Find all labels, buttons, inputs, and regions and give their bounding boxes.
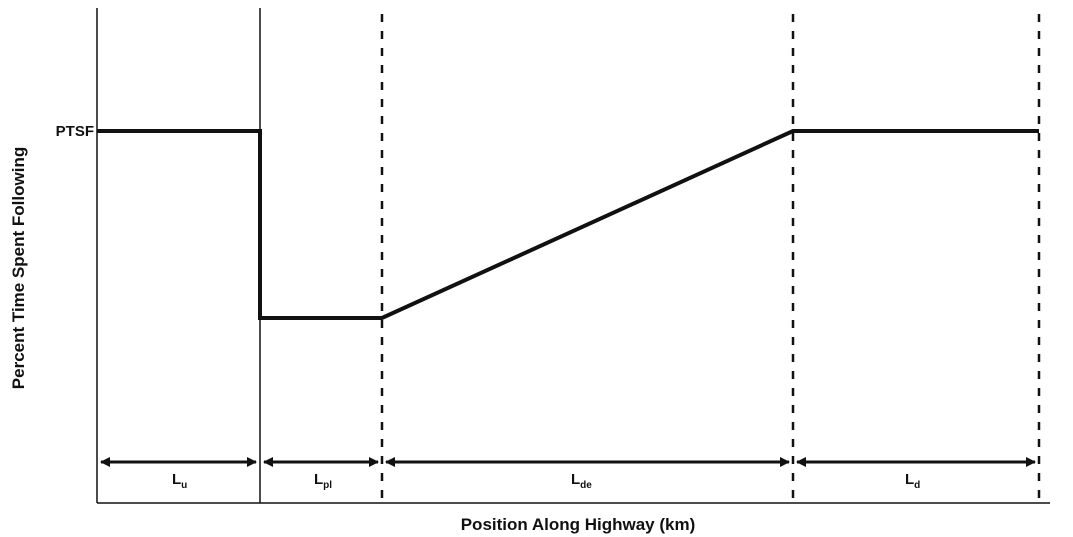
y-axis-title: Percent Time Spent Following bbox=[9, 147, 28, 389]
segment-label-passing-lane: Lpl bbox=[314, 471, 332, 491]
x-axis-title: Position Along Highway (km) bbox=[461, 515, 696, 534]
ptsf-level-label: PTSF bbox=[56, 123, 94, 140]
segment-label-downstream-effective: Lde bbox=[571, 471, 592, 491]
ptsf-profile-line bbox=[97, 129, 1039, 320]
segment-label-upstream: Lu bbox=[172, 471, 187, 491]
segment-label-downstream: Ld bbox=[905, 471, 920, 491]
